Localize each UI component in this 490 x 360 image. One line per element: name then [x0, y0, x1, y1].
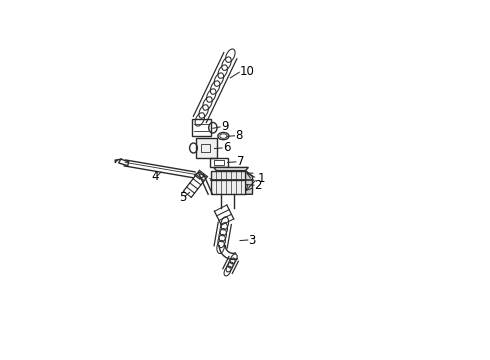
- Polygon shape: [211, 171, 245, 180]
- Text: 10: 10: [240, 65, 255, 78]
- Text: 6: 6: [223, 141, 230, 154]
- Text: 4: 4: [152, 170, 159, 183]
- Polygon shape: [196, 138, 217, 158]
- Polygon shape: [211, 180, 245, 194]
- Text: 5: 5: [179, 191, 187, 204]
- Text: 9: 9: [221, 120, 228, 134]
- Text: 2: 2: [254, 179, 262, 192]
- Text: 8: 8: [235, 129, 243, 142]
- Text: 7: 7: [237, 156, 244, 168]
- Text: 3: 3: [248, 234, 256, 247]
- Polygon shape: [245, 171, 252, 194]
- Text: 1: 1: [258, 172, 266, 185]
- Polygon shape: [214, 167, 248, 171]
